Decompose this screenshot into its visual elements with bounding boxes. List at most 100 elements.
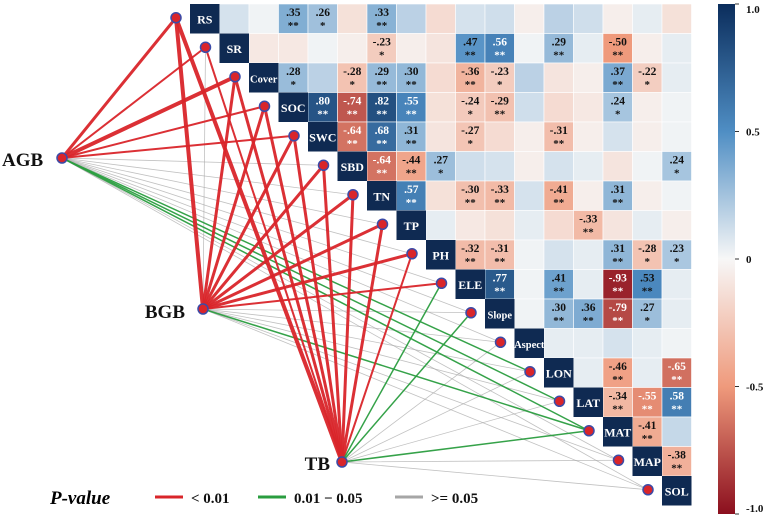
heatmap-cell-soc-ele bbox=[455, 92, 486, 123]
heatmap-cell-rs-tp bbox=[396, 3, 427, 34]
cell-significance-label: ** bbox=[465, 50, 477, 62]
node-aspect bbox=[494, 336, 507, 348]
cell-value-label: .77 bbox=[493, 273, 508, 285]
cell-value-label: .35 bbox=[286, 7, 301, 19]
link-agb-map bbox=[61, 157, 619, 461]
diagonal-cell-rs bbox=[190, 4, 220, 34]
cell-value-label: .28 bbox=[286, 66, 301, 78]
cell-significance-label: * bbox=[468, 109, 474, 121]
cell-significance-label: * bbox=[379, 50, 385, 62]
cell-value-label: -.41 bbox=[550, 184, 568, 196]
heatmap-cell-sr-aspect bbox=[514, 33, 545, 64]
heatmap-cell-tp-aspect bbox=[514, 210, 545, 241]
diagonal-cell-ph bbox=[426, 240, 456, 270]
heatmap-cell-rs-map bbox=[632, 3, 663, 34]
link-bgb-mat bbox=[202, 308, 590, 432]
heatmap-cell-tp-ph bbox=[425, 210, 456, 241]
heatmap-cell-cover-tp bbox=[396, 62, 427, 93]
link-tb-ph bbox=[341, 252, 413, 463]
heatmap-cell-rs-ele bbox=[455, 3, 486, 34]
heatmap-cell-mat-sol bbox=[661, 416, 692, 447]
diagonal-label-lon: LON bbox=[546, 366, 572, 380]
heatmap-cell-tn-lon bbox=[543, 180, 574, 211]
heatmap-cell-swc-ph bbox=[425, 121, 456, 152]
cell-significance-label: ** bbox=[612, 256, 624, 268]
heatmap-cell-swc-map bbox=[632, 121, 663, 152]
link-agb-mat bbox=[61, 157, 590, 432]
diagonal-cell-map bbox=[632, 446, 662, 476]
heatmap-cell-tn-sol bbox=[661, 180, 692, 211]
cell-significance-label: ** bbox=[376, 168, 388, 180]
heatmap-cell-cover-sol bbox=[661, 62, 692, 93]
heatmap-cell-sr-soc bbox=[278, 33, 309, 64]
cell-significance-label: * bbox=[674, 256, 680, 268]
cell-value-label: .31 bbox=[611, 184, 626, 196]
heatmap-cell-tp-sol bbox=[661, 210, 692, 241]
heatmap-cell-ph-aspect bbox=[514, 239, 545, 270]
diagonal-label-lat: LAT bbox=[576, 396, 600, 410]
heatmap-cell-swc-tn bbox=[366, 121, 397, 152]
heatmap-cell-rs-sr bbox=[219, 3, 250, 34]
colorbar-tick-label: 0.5 bbox=[746, 127, 760, 139]
colorbar-tick-label: -0.5 bbox=[746, 382, 764, 394]
cell-significance-label: * bbox=[674, 168, 680, 180]
cell-value-label: -.79 bbox=[609, 302, 627, 314]
heatmap-cell-sbd-mat bbox=[602, 151, 633, 182]
heatmap-cell-sr-map bbox=[632, 33, 663, 64]
heatmap-cell-rs-cover bbox=[248, 3, 279, 34]
target-label-tb: TB bbox=[305, 454, 331, 475]
link-tb-map bbox=[341, 459, 619, 463]
link-tb-tn bbox=[340, 193, 355, 464]
heatmap-cell-ele-lat bbox=[573, 269, 604, 300]
diagonal-cell-cover bbox=[249, 63, 279, 93]
colorbar-tick-label: -1.0 bbox=[746, 503, 764, 515]
heatmap-cell-tp-lat bbox=[573, 210, 604, 241]
cell-significance-label: * bbox=[645, 256, 651, 268]
cell-value-label: -.30 bbox=[461, 184, 479, 196]
heatmap-cell-aspect-sol bbox=[661, 328, 692, 359]
diagonal-cell-soc bbox=[278, 92, 308, 122]
cell-significance-label: * bbox=[645, 315, 651, 327]
cell-value-label: -.23 bbox=[373, 37, 391, 49]
cell-value-label: -.33 bbox=[579, 214, 597, 226]
link-bgb-sbd bbox=[201, 163, 325, 311]
cell-significance-label: * bbox=[291, 79, 297, 91]
cell-value-label: .29 bbox=[552, 37, 567, 49]
heatmap-cell-ele-sol bbox=[661, 269, 692, 300]
cell-value-label: -.27 bbox=[461, 125, 479, 137]
heatmap-cell-lat-mat bbox=[602, 387, 633, 418]
target-node-bgb bbox=[197, 303, 209, 315]
link-tb-aspect bbox=[341, 341, 501, 463]
cell-value-label: .47 bbox=[463, 37, 478, 49]
legend-label-0: < 0.01 bbox=[191, 491, 230, 507]
cell-value-label: -.44 bbox=[402, 155, 420, 167]
cell-significance-label: ** bbox=[553, 315, 565, 327]
legend-title: P-value bbox=[49, 488, 111, 509]
cell-value-label: .30 bbox=[404, 66, 419, 78]
link-tb-swc bbox=[292, 134, 344, 464]
cell-significance-label: ** bbox=[642, 404, 654, 416]
node-slope bbox=[465, 307, 477, 319]
link-tb-lat bbox=[341, 400, 560, 463]
cell-significance-label: ** bbox=[465, 79, 477, 91]
heatmap-cell-sr-swc bbox=[307, 33, 338, 64]
diagonal-label-cover: Cover bbox=[250, 74, 278, 85]
cell-value-label: .68 bbox=[375, 125, 390, 137]
heatmap-cell-ph-map bbox=[632, 239, 663, 270]
cell-significance-label: ** bbox=[642, 433, 654, 445]
cell-significance-label: ** bbox=[406, 79, 418, 91]
heatmap-cell-tn-lat bbox=[573, 180, 604, 211]
cell-significance-label: ** bbox=[612, 404, 624, 416]
cell-significance-label: ** bbox=[553, 197, 565, 209]
heatmap-cell-tp-slope bbox=[484, 210, 515, 241]
cell-value-label: -.65 bbox=[668, 361, 686, 373]
node-sol bbox=[642, 484, 654, 496]
cell-significance-label: ** bbox=[406, 197, 418, 209]
target-node-agb bbox=[56, 152, 68, 164]
network-links bbox=[60, 15, 649, 491]
heatmap-cell-sbd-ele bbox=[455, 151, 486, 182]
diagonal-label-tp: TP bbox=[404, 219, 419, 233]
heatmap-cell-sbd-sol bbox=[661, 151, 692, 182]
cell-significance-label: ** bbox=[612, 79, 624, 91]
diagonal-label-sr: SR bbox=[227, 42, 243, 56]
